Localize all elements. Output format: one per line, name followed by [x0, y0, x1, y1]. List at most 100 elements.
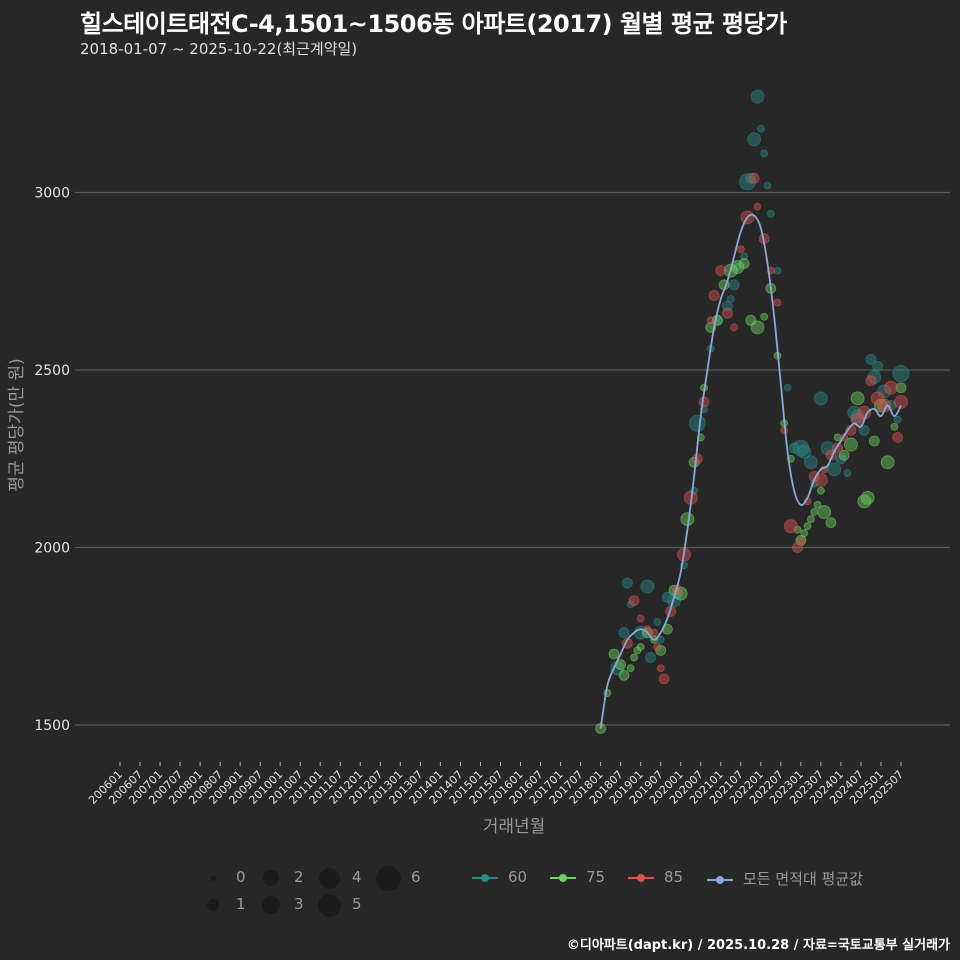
data-point-85 — [736, 245, 745, 254]
legend-line-icon — [550, 873, 576, 882]
legend-item-s60: 60 — [472, 868, 527, 886]
size-legend-dot — [375, 865, 401, 891]
data-point-85 — [706, 316, 715, 325]
data-point-75 — [816, 486, 825, 495]
data-point-75 — [895, 382, 907, 394]
data-point-60 — [813, 391, 828, 406]
data-point-85 — [865, 375, 877, 387]
data-point-85 — [884, 380, 898, 395]
data-point-85 — [857, 405, 872, 420]
data-point-85 — [698, 396, 710, 408]
data-point-60 — [850, 409, 865, 424]
legend-line-icon — [628, 873, 654, 882]
data-point-75 — [810, 508, 819, 516]
size-legend-dot — [263, 870, 279, 886]
data-point-60 — [803, 455, 818, 470]
data-points — [595, 89, 910, 734]
average-line — [599, 213, 902, 729]
data-point-75 — [636, 643, 645, 651]
legend-label: 75 — [586, 868, 606, 886]
x-axis-ticks: 2006012006072007012007072008012008072009… — [86, 762, 906, 807]
data-point-60 — [763, 181, 772, 190]
data-point-85 — [628, 595, 640, 607]
data-point-60 — [740, 252, 749, 261]
data-point-60 — [858, 424, 870, 436]
data-point-75 — [626, 664, 635, 673]
data-point-85 — [715, 265, 727, 277]
size-legend-dot — [262, 896, 280, 914]
data-point-60 — [747, 132, 762, 147]
y-tick-label: 2000 — [34, 541, 70, 557]
data-point-60 — [745, 172, 757, 184]
data-point-85 — [722, 307, 733, 319]
legend-item-s85: 85 — [628, 868, 683, 886]
size-legend-label: 3 — [294, 895, 304, 913]
data-point-75 — [850, 391, 865, 406]
average-line-path — [599, 213, 902, 729]
legend-item-s75: 75 — [550, 868, 605, 886]
legend-item-avg: 모든 면적대 평균값 — [707, 868, 863, 889]
data-point-60 — [618, 627, 630, 639]
data-point-75 — [860, 490, 875, 505]
data-point-85 — [653, 643, 662, 651]
size-legend-label: 0 — [236, 868, 246, 886]
data-point-60 — [892, 365, 910, 382]
data-point-75 — [833, 433, 842, 442]
size-legend-label: 2 — [294, 868, 304, 886]
data-point-85 — [748, 172, 760, 184]
legend-line-icon — [472, 873, 498, 882]
y-tick-label: 1500 — [34, 718, 70, 734]
size-legend-label: 4 — [352, 868, 362, 886]
data-point-60 — [728, 279, 740, 291]
data-point-85 — [796, 536, 805, 545]
legend-label: 60 — [508, 868, 528, 886]
size-legend-dot — [210, 875, 216, 881]
data-point-75 — [803, 522, 812, 531]
data-point-60 — [773, 266, 782, 275]
data-point-60 — [783, 383, 792, 392]
data-point-85 — [894, 395, 908, 409]
data-point-60 — [865, 353, 877, 365]
size-legend-label: 5 — [352, 895, 362, 913]
data-point-75 — [825, 517, 837, 529]
data-point-85 — [792, 542, 803, 553]
data-point-60 — [640, 579, 655, 594]
data-point-60 — [893, 415, 902, 424]
data-point-75 — [868, 435, 880, 447]
data-point-60 — [792, 439, 810, 457]
data-point-85 — [636, 614, 645, 623]
data-point-75 — [890, 422, 899, 431]
data-point-75 — [750, 320, 765, 335]
data-point-75 — [618, 669, 630, 681]
legend-line-icon — [707, 875, 733, 884]
data-point-75 — [608, 648, 620, 660]
data-point-75 — [813, 500, 822, 509]
data-point-85 — [656, 664, 665, 673]
y-axis-label: 평균 평당가(만 원) — [7, 358, 27, 492]
size-legend-dot — [318, 867, 340, 889]
data-point-75 — [838, 449, 850, 461]
data-point-85 — [708, 290, 720, 301]
data-point-75 — [738, 258, 750, 269]
data-point-75 — [817, 505, 832, 519]
data-point-75 — [630, 653, 638, 662]
size-legend-label: 1 — [236, 895, 246, 913]
data-point-75 — [844, 437, 858, 452]
data-point-60 — [872, 361, 884, 372]
data-point-60 — [820, 441, 835, 456]
data-point-85 — [753, 202, 762, 211]
data-point-75 — [806, 515, 815, 523]
data-point-75 — [760, 312, 769, 321]
legend-label: 모든 면적대 평균값 — [743, 870, 863, 888]
size-legend-label: 6 — [411, 868, 421, 886]
y-axis-ticks: 1500 2000 2500 3000 — [34, 186, 70, 735]
data-point-60 — [689, 414, 706, 432]
chart-title: 힐스테이트태전C-4,1501~1506동 아파트(2017) 월별 평균 평당… — [80, 10, 787, 38]
size-legend-dot — [317, 893, 341, 917]
data-point-85 — [658, 673, 670, 685]
data-point-60 — [621, 577, 633, 589]
data-point-75 — [800, 529, 809, 538]
x-axis-label: 거래년월 — [483, 817, 546, 837]
data-point-60 — [827, 462, 842, 477]
